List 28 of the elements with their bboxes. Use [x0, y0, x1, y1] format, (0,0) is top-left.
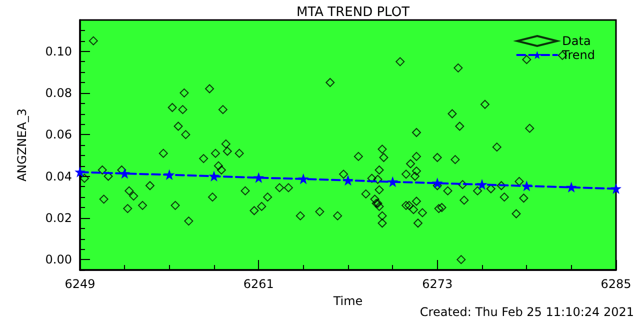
legend-label: Data: [562, 34, 591, 48]
x-tick-label: 6249: [64, 277, 96, 291]
x-tick-label: 6273: [422, 277, 453, 291]
point: [210, 172, 218, 181]
x-axis-title: Time: [332, 294, 363, 308]
point: [566, 182, 576, 192]
y-axis-title: ANGZNEA_3: [15, 108, 29, 182]
y-tick-label: 0.02: [45, 210, 72, 225]
point: [76, 168, 84, 177]
point: [432, 178, 442, 188]
point: [254, 173, 264, 182]
point: [478, 180, 486, 190]
point: [522, 182, 532, 191]
x-tick-label: 6285: [600, 277, 632, 291]
x-tick-label: 6261: [243, 277, 274, 291]
point: [120, 169, 130, 178]
y-tick-label: 0.06: [45, 128, 72, 142]
point: [298, 174, 308, 184]
y-tick-label: 0.10: [45, 44, 72, 58]
y-tick-label: 0.04: [45, 169, 72, 184]
y-tick-label: 0.00: [45, 252, 72, 267]
point: [612, 184, 620, 194]
y-tick-label: 0.08: [45, 86, 72, 100]
text: Created: Thu Feb 25 11:10:24 2021: [420, 305, 634, 319]
point: [344, 176, 352, 185]
point: [388, 177, 398, 186]
point: [164, 170, 174, 180]
chart-title: MTA TREND PLOT: [296, 5, 410, 20]
